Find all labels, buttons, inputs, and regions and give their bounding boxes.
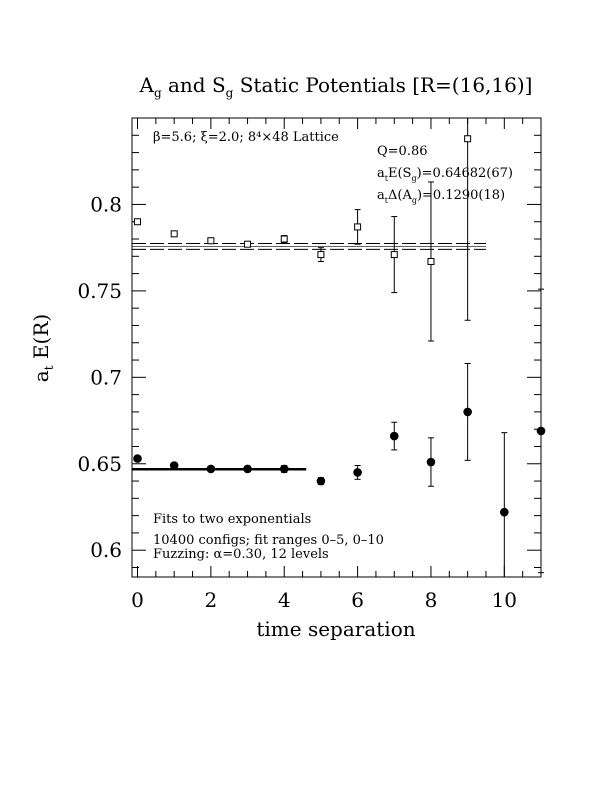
open-square-point (317, 251, 325, 259)
x-axis-label: time separation (256, 617, 415, 641)
y-tick-label: 0.8 (90, 192, 122, 216)
axis-ticks (132, 117, 542, 577)
q-annotation: Q=0.86 (377, 144, 428, 159)
fit-annotation-line2: 10400 configs; fit ranges 0–5, 0–10 (153, 533, 384, 548)
x-tick-label: 6 (351, 588, 364, 612)
filled-circle-point (500, 507, 509, 517)
gap-annotation: atΔ(Ag)=0.1290(18) (377, 188, 505, 205)
plot-frame (131, 117, 542, 578)
y-tick-label: 0.7 (90, 365, 122, 389)
open-square-point (207, 237, 215, 245)
filled-circle-point (206, 464, 216, 474)
tick-labels: 0 2 4 6 8 10 0.6 0.65 0.7 0.75 0.8 (77, 192, 517, 612)
x-tick-label: 2 (204, 588, 217, 612)
energy-annotation: atE(Sg)=0.64682(67) (377, 166, 513, 183)
open-square-point (464, 135, 472, 143)
y-tick-label: 0.6 (90, 538, 122, 562)
filled-circle-point (463, 407, 472, 417)
lattice-annotation: β=5.6; ξ=2.0; 8⁴×48 Lattice (153, 130, 339, 145)
fit-annotation-line1: Fits to two exponentials (153, 512, 311, 527)
filled-circle-point (133, 454, 142, 463)
filled-circle-point (426, 457, 436, 467)
x-tick-label: 0 (131, 588, 144, 612)
open-square-point (280, 235, 288, 243)
x-tick-label: 8 (425, 588, 438, 612)
open-square-point (134, 218, 142, 226)
open-square-point (170, 230, 178, 238)
filled-circle-point (536, 426, 546, 436)
filled-circle-point (353, 468, 362, 477)
filled-circle-point (279, 464, 289, 474)
open-square-point (390, 251, 398, 259)
x-tick-label: 4 (278, 588, 291, 612)
y-axis-label: at E(R) (29, 314, 56, 382)
y-tick-label: 0.75 (77, 279, 122, 303)
fit-lines (132, 243, 486, 471)
filled-circle-point (316, 476, 326, 486)
y-tick-label: 0.65 (77, 452, 122, 476)
open-square-point (427, 257, 435, 265)
data-markers (133, 117, 546, 578)
filled-circle-point (243, 464, 252, 474)
open-square-point (354, 223, 362, 231)
filled-circle-point (389, 431, 399, 441)
fit-annotation-line3: Fuzzing: α=0.30, 12 levels (153, 547, 329, 562)
x-tick-label: 10 (492, 588, 517, 612)
chart-title: Ag and Sg Static Potentials [R=(16,16)] (139, 73, 533, 100)
filled-circle-point (169, 461, 179, 470)
open-square-point (244, 240, 252, 248)
